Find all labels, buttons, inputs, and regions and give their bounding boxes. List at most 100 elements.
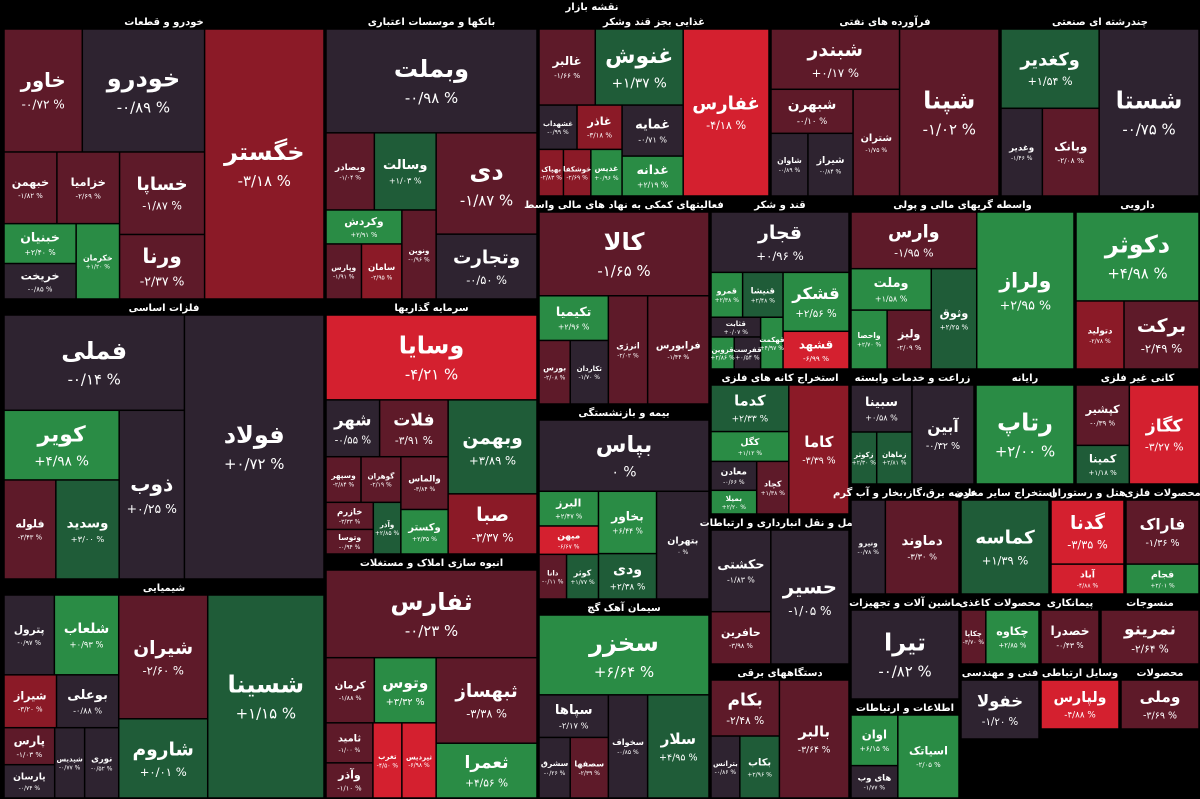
tile xyxy=(120,235,204,299)
tile-change: +۶/۶۴ % xyxy=(594,663,654,681)
tile-change: -۲/۰۹ % xyxy=(897,344,922,352)
tile xyxy=(711,462,756,490)
tile-name: وملی xyxy=(1140,688,1181,706)
tile-name: چکاوه xyxy=(996,625,1028,638)
tile xyxy=(961,680,1039,739)
sector: محصولات وملی -۳/۶۹ % xyxy=(1121,668,1199,729)
tile-change: -۱/۶۶ % xyxy=(554,71,580,80)
tile-name: نمرینو xyxy=(1123,618,1176,639)
tile-change: -۰/۲۶ % xyxy=(544,770,566,777)
tile xyxy=(808,134,853,196)
tile-name: بکاب xyxy=(748,758,771,769)
tile xyxy=(539,738,570,798)
tile-name: دکوثر xyxy=(1104,231,1170,259)
tile-name: وتوس xyxy=(382,674,428,692)
tile xyxy=(1051,564,1124,594)
tile-name: شاروم xyxy=(132,739,193,760)
tile xyxy=(401,457,448,509)
tile-change: +۶/۴۴ % xyxy=(612,527,643,536)
tile-change: -۳/۶۴ % xyxy=(798,745,831,755)
tile-change: +۳/۸۹ % xyxy=(469,453,516,467)
tile-name: فلات xyxy=(393,411,434,431)
map-title: نقشه بازار xyxy=(564,2,618,13)
tile-name: شبندر xyxy=(807,40,863,61)
tile-change: +۰/۱۷ % xyxy=(812,66,859,80)
tile-name: کماسه xyxy=(975,528,1035,549)
tile xyxy=(1076,385,1129,445)
tile-name: فرابورس xyxy=(656,340,701,351)
tile-change: -۲/۴۹ % xyxy=(1141,342,1182,356)
tile-name: بتهران xyxy=(667,535,698,546)
tile-name: کرمان xyxy=(335,681,366,692)
sector: دارویی دکوثر +۴/۹۸ % برکت -۲/۴۹ % دتولید-۲/۷۸… xyxy=(1076,200,1199,369)
tile-name: ولیز xyxy=(897,328,920,341)
tile-name: ثبهساز xyxy=(454,681,517,702)
tile-name: خفولا xyxy=(977,692,1023,711)
tile-change: -۰/۷۸ % xyxy=(857,549,879,556)
tile-name: واحصا xyxy=(857,331,880,340)
tile xyxy=(436,234,537,299)
tile-change: -۲/۰۸ % xyxy=(544,375,566,382)
tile-change: -۳/۳۳ % xyxy=(339,519,361,526)
tile-name: کالا xyxy=(604,228,645,256)
tile-change: -۰/۹۶ % xyxy=(408,256,430,263)
tile xyxy=(1126,500,1199,564)
sector-title: استخراج سایر معادن xyxy=(954,488,1055,499)
tile-change: -۲/۸۴ % xyxy=(333,482,355,489)
tile-name: حکشتی xyxy=(717,557,764,572)
tile xyxy=(56,480,119,579)
tile xyxy=(326,530,373,554)
tile-name: خکرمان xyxy=(83,253,113,262)
sector-title: سیمان آهک گچ xyxy=(587,601,661,614)
tile xyxy=(711,680,779,736)
tile xyxy=(326,763,373,798)
tile-name: بپاس xyxy=(596,432,653,458)
tile-change: -۴/۸۸ % xyxy=(1064,711,1095,721)
tile-change: +۳/۳۲ % xyxy=(386,697,425,708)
tile xyxy=(4,152,57,223)
tile-change: -۰/۶۶ % xyxy=(723,479,745,486)
sector: خودرو و قطعات خگستر -۳/۱۸ % خودرو -۰/۸۹ % خاو… xyxy=(4,17,324,299)
sector-title: منسوجات xyxy=(1126,598,1174,609)
sector-title: شیمیایی xyxy=(143,583,185,594)
sector: استخراج کانه های فلزی کاما -۳/۳۹ % کدما +۲/۳… xyxy=(711,373,849,514)
tile xyxy=(986,610,1039,664)
tile xyxy=(711,432,789,461)
tile-name: خاور xyxy=(20,69,66,92)
tile-change: -۳/۹۸ % xyxy=(729,642,753,650)
sector-title: ماشین آلات و تجهیزات xyxy=(849,596,961,609)
tile-change: -۴/۲۱ % xyxy=(405,365,458,383)
tile-name: شیران xyxy=(133,638,193,659)
tile xyxy=(539,341,570,404)
sector: منسوجات نمرینو -۲/۶۴ % xyxy=(1101,598,1199,664)
tile xyxy=(570,738,608,798)
tile xyxy=(1001,109,1042,196)
tile-name: برکت xyxy=(1137,316,1186,337)
tile xyxy=(1051,500,1124,564)
tile xyxy=(375,658,436,723)
tile-change: -۰/۵۰ % xyxy=(466,273,507,287)
tile xyxy=(402,210,436,299)
tile-change: +۲/۵۶ % xyxy=(795,309,837,320)
tile xyxy=(539,420,709,491)
tile-name: قفرست xyxy=(733,346,762,354)
tile xyxy=(932,269,976,369)
tile xyxy=(380,400,448,456)
tile xyxy=(4,675,56,727)
tile xyxy=(119,595,207,719)
sector: استخراج سایر معادن کماسه +۱/۳۹ % xyxy=(954,488,1056,594)
tile-change: +۴/۵۶ % xyxy=(465,777,508,789)
tile xyxy=(783,332,849,369)
tile xyxy=(326,210,402,244)
sector-title: چندرشته ای صنعتی xyxy=(1052,17,1148,28)
tile xyxy=(119,411,184,579)
tile-name: های وب xyxy=(858,773,892,783)
tile-name: کچاد xyxy=(764,480,782,489)
tile-change: +۲/۱۹ % xyxy=(637,180,668,189)
tile xyxy=(648,296,709,404)
tile-change: -۱/۴۴ % xyxy=(667,354,689,361)
sector-title: عرضه برق،گاز،بخار و آب گرم xyxy=(833,486,977,499)
sector-title: واسطه گریهای مالی و پولی xyxy=(893,198,1031,211)
tile-change: +۴/۹۵ % xyxy=(659,752,698,763)
tile-name: کدما xyxy=(734,393,766,410)
